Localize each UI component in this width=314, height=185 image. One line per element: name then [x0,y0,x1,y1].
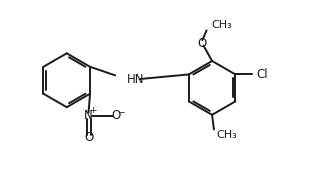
Text: CH₃: CH₃ [216,130,237,140]
Text: N: N [84,109,93,122]
Text: O: O [84,131,93,144]
Text: +: + [89,106,96,115]
Text: O: O [111,109,121,122]
Text: CH₃: CH₃ [211,20,232,30]
Text: −: − [117,107,125,116]
Text: O: O [198,37,207,50]
Text: HN: HN [127,73,144,85]
Text: Cl: Cl [257,68,268,81]
